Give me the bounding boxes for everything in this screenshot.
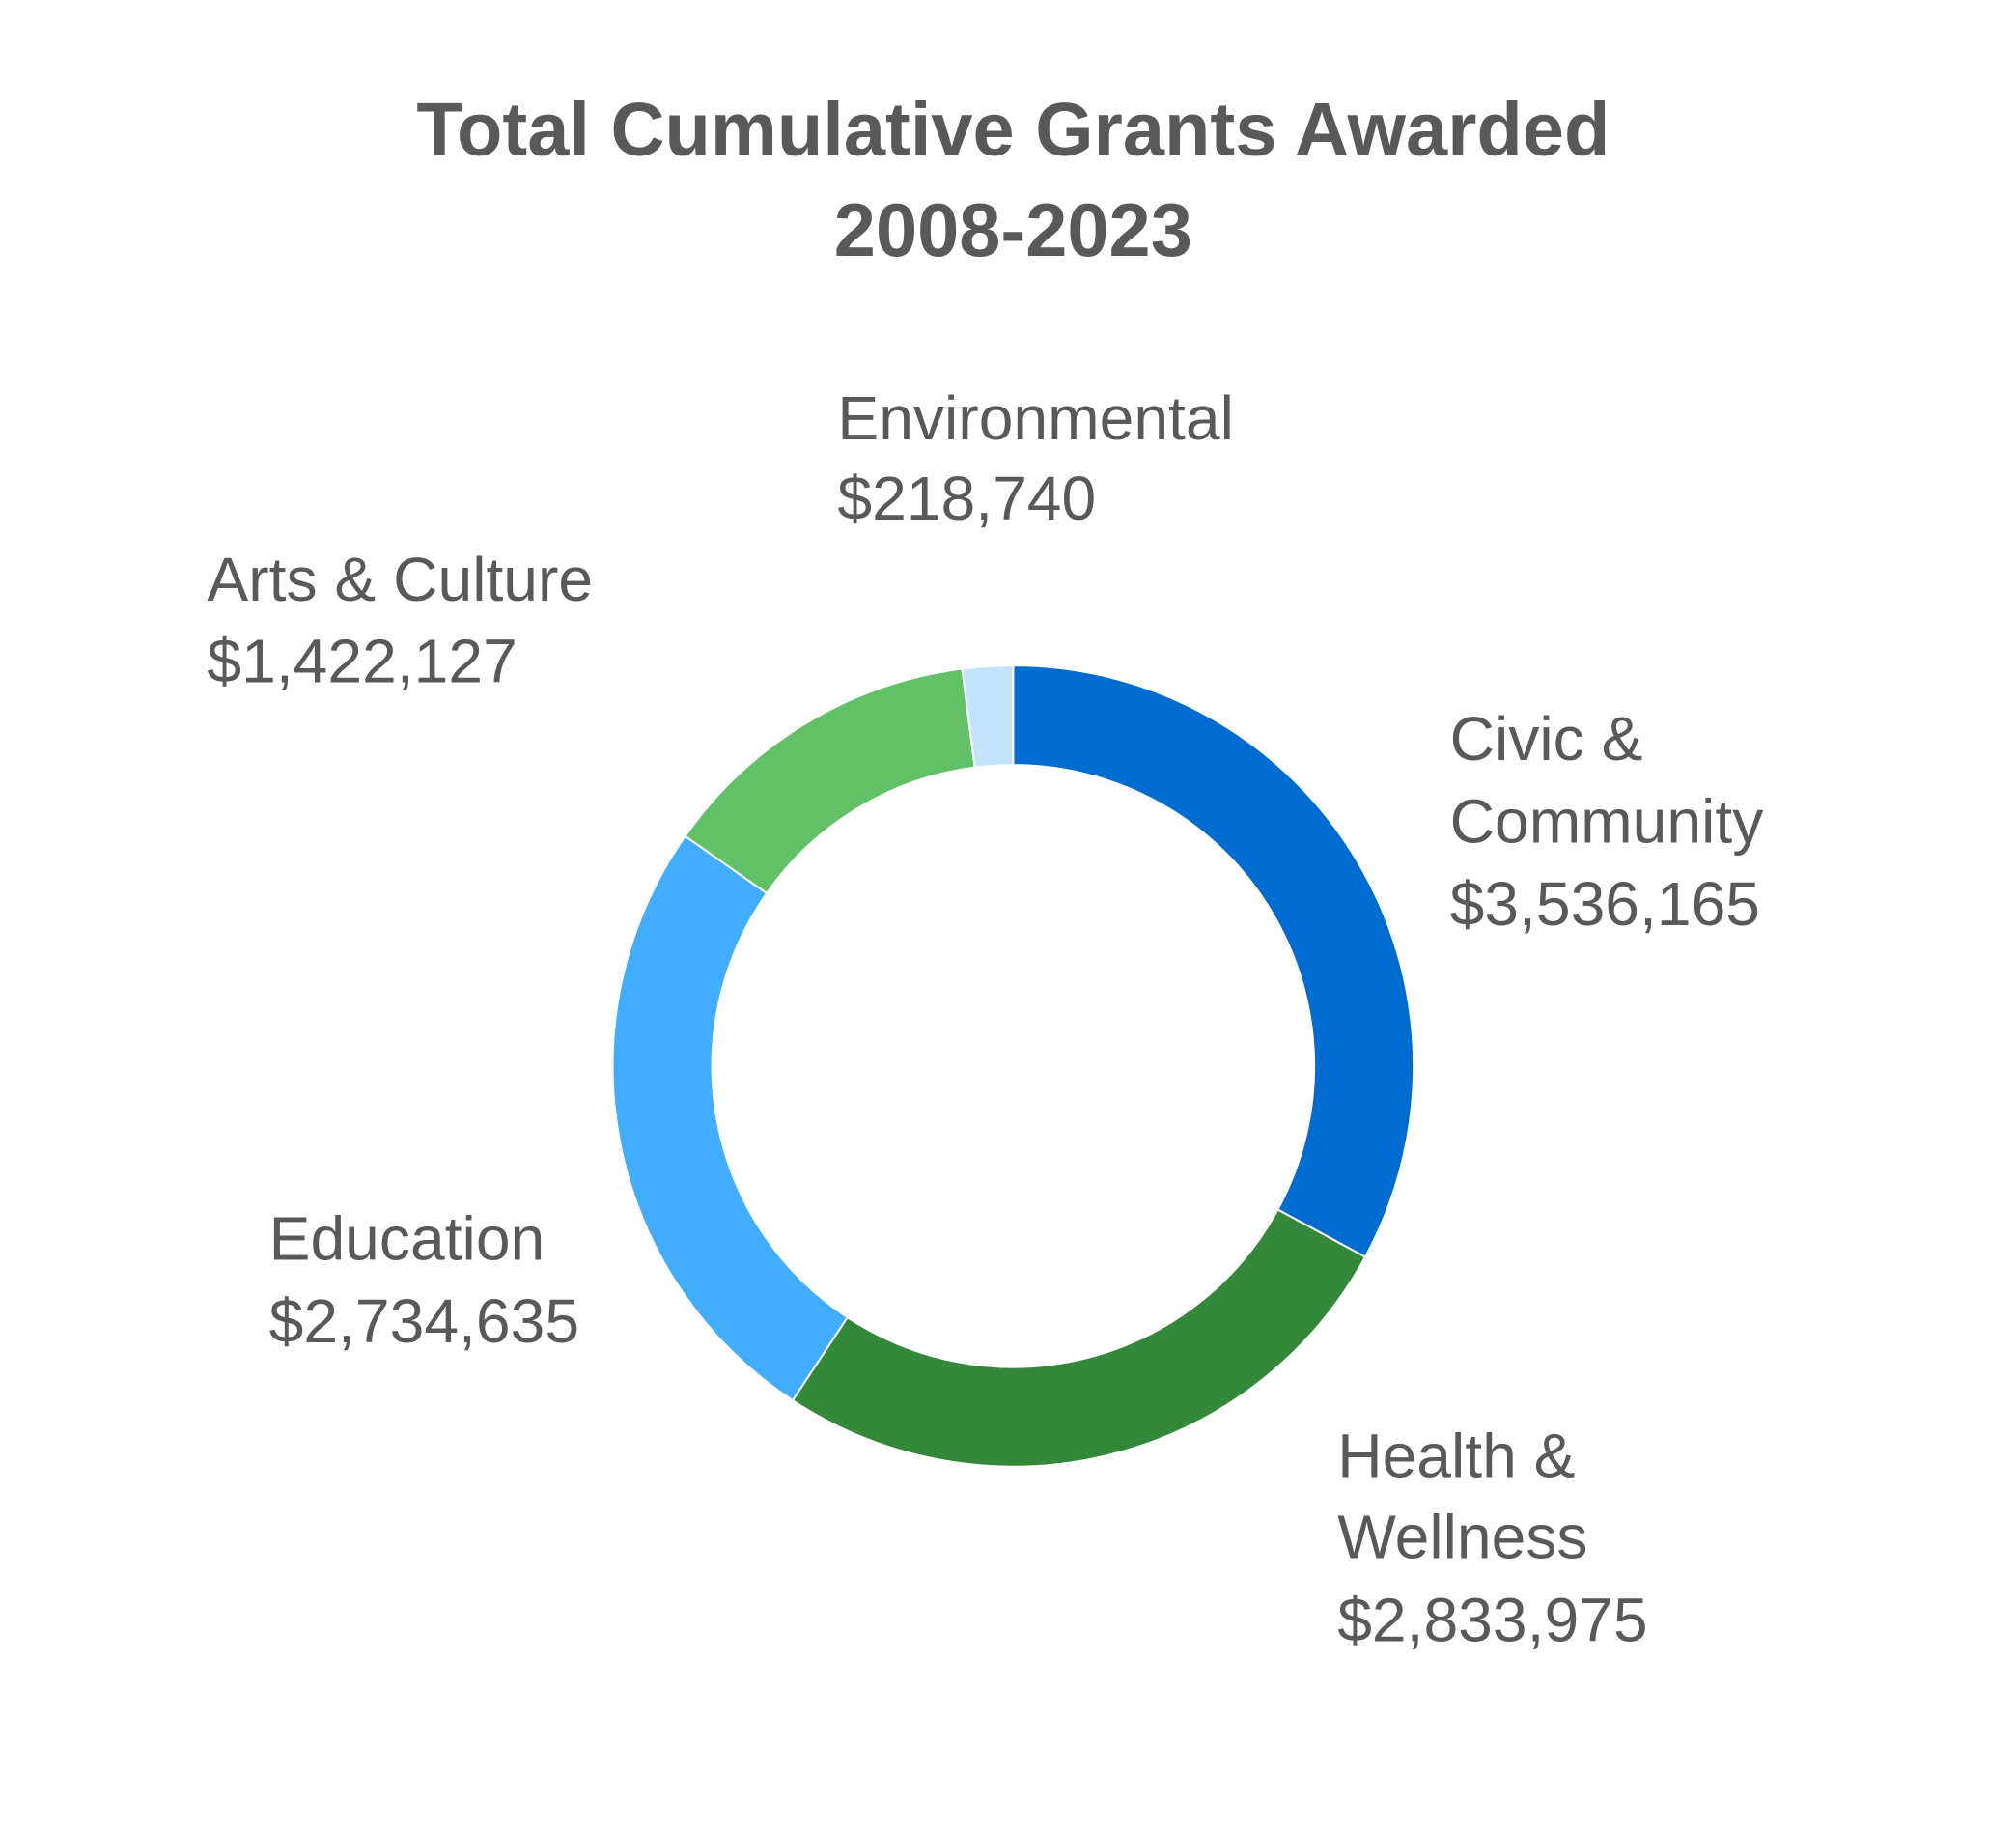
label-name: Education [269,1204,546,1274]
label-name: Civic & [1450,704,1643,774]
slice-civic-community [1012,664,1415,1258]
label-education: Education $2,734,635 [269,1204,579,1357]
chart-title-line-1: Total Cumulative Grants Awarded [416,89,1610,172]
label-value: $2,734,635 [269,1286,579,1356]
label-arts-culture: Arts & Culture $1,422,127 [207,545,593,695]
label-name: Environmental [837,383,1234,453]
label-value: $1,422,127 [207,626,517,695]
slice-arts-culture [684,667,976,895]
label-value: $218,740 [837,464,1096,533]
slice-environmental [961,664,1015,769]
label-value: $2,833,975 [1337,1585,1647,1654]
slice-health-wellness [791,1208,1367,1468]
label-health-wellness: Health & Wellness $2,833,975 [1337,1421,1647,1654]
label-name: Wellness [1337,1503,1587,1572]
slices [611,664,1415,1468]
label-civic-community: Civic & Community $3,536,165 [1450,704,1764,939]
label-name: Community [1450,786,1764,856]
label-environmental: Environmental $218,740 [837,383,1234,533]
chart-title-line-2: 2008-2023 [834,189,1192,272]
label-value: $3,536,165 [1450,869,1760,939]
slice-education [611,834,850,1402]
label-name: Health & [1337,1421,1575,1490]
label-name: Arts & Culture [207,545,593,614]
